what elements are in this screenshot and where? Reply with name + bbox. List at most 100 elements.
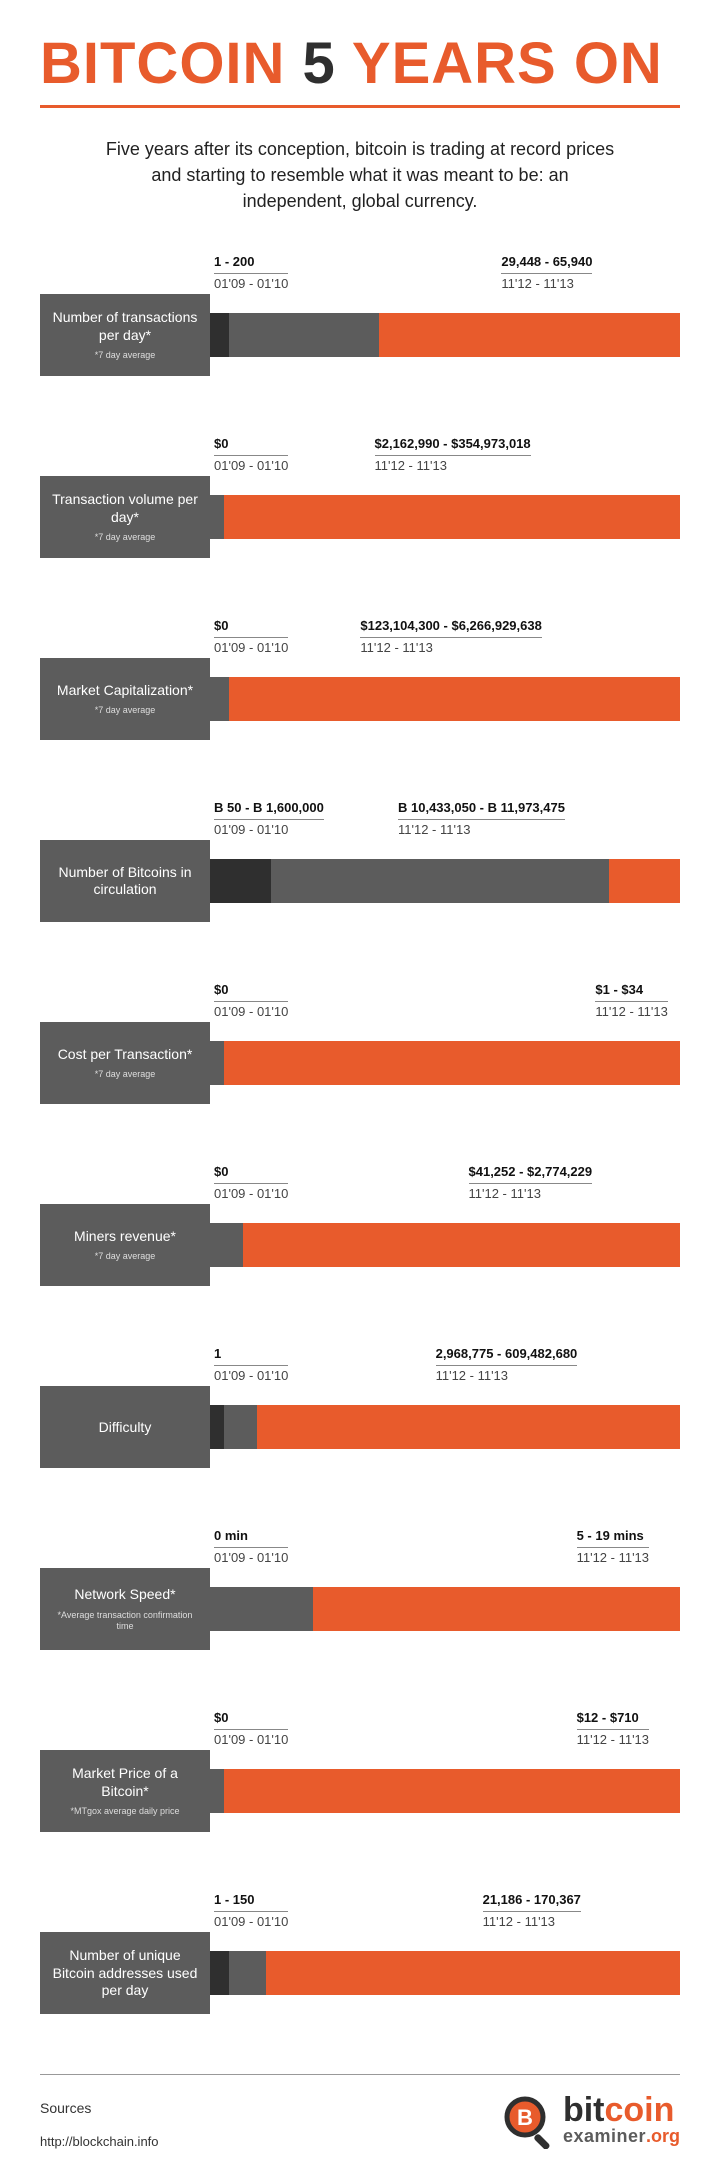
early-value: B 50 - B 1,600,000 [214, 800, 324, 817]
late-period: 11'12 - 11'13 [469, 1183, 593, 1203]
bar-segment [313, 1587, 680, 1631]
sources-heading: Sources [40, 2100, 159, 2116]
metric-label-text: Difficulty [99, 1419, 152, 1437]
metric-label: Cost per Transaction**7 day average [40, 1022, 210, 1104]
bar-segment [379, 313, 680, 357]
logo-sub: examiner [563, 2126, 646, 2146]
bar-segment [210, 677, 229, 721]
bar-segment [210, 1041, 224, 1085]
early-value: $0 [214, 982, 288, 999]
late-period: 11'12 - 11'13 [360, 637, 541, 657]
svg-text:B: B [517, 2105, 533, 2130]
footer-divider [40, 2074, 680, 2075]
bar-track [210, 1769, 680, 1813]
metric-label-text: Transaction volume per day* [48, 491, 202, 526]
early-period: 01'09 - 01'10 [214, 1001, 288, 1021]
value-labels: 1 - 15001'09 - 01'1021,186 - 170,36711'1… [210, 1892, 680, 1932]
late-value: $123,104,300 - $6,266,929,638 [360, 618, 541, 635]
metric-label-text: Network Speed* [74, 1586, 175, 1604]
bar-track [210, 495, 680, 539]
early-value: $0 [214, 618, 288, 635]
bar-row: Number of transactions per day**7 day av… [40, 294, 680, 376]
late-period: 11'12 - 11'13 [577, 1547, 649, 1567]
early-period: 01'09 - 01'10 [214, 1365, 288, 1385]
bar-track [210, 1223, 680, 1267]
metric-note: *7 day average [95, 705, 156, 716]
bar-segment [210, 313, 229, 357]
late-value-group: $41,252 - $2,774,22911'12 - 11'13 [469, 1164, 593, 1203]
late-period: 11'12 - 11'13 [436, 1365, 578, 1385]
metric-label-text: Market Capitalization* [57, 682, 193, 700]
logo-tld: .org [646, 2126, 680, 2146]
late-period: 11'12 - 11'13 [501, 273, 592, 293]
value-labels: 101'09 - 01'102,968,775 - 609,482,68011'… [210, 1346, 680, 1386]
late-value: $12 - $710 [577, 1710, 649, 1727]
bar-track [210, 313, 680, 357]
early-period: 01'09 - 01'10 [214, 273, 288, 293]
late-period: 11'12 - 11'13 [375, 455, 531, 475]
late-value-group: $12 - $71011'12 - 11'13 [577, 1710, 649, 1749]
early-period: 01'09 - 01'10 [214, 1911, 288, 1931]
bar-segment [210, 1951, 229, 1995]
late-value-group: $2,162,990 - $354,973,018 11'12 - 11'13 [375, 436, 531, 475]
logo: B bitcoin examiner.org [501, 2093, 680, 2149]
metrics-container: 1 - 20001'09 - 01'1029,448 - 65,94011'12… [40, 254, 680, 2014]
bar-segment [224, 1769, 680, 1813]
metric-label: Market Price of a Bitcoin**MTgox average… [40, 1750, 210, 1832]
value-labels: B 50 - B 1,600,00001'09 - 01'10 B 10,433,… [210, 800, 680, 840]
metric-row: $0 01'09 - 01'10 $1 - $34 11'12 - 11'13 Cost… [40, 982, 680, 1104]
metric-note: *Average transaction confirmation time [48, 1610, 202, 1633]
metric-note: *MTgox average daily price [70, 1806, 179, 1817]
early-value-group: $0 01'09 - 01'10 [214, 982, 288, 1021]
early-value: 1 - 200 [214, 254, 288, 271]
late-value: B 10,433,050 - B 11,973,475 [398, 800, 565, 817]
metric-label-text: Number of unique Bitcoin addresses used … [48, 1947, 202, 2000]
late-value: 21,186 - 170,367 [483, 1892, 581, 1909]
bar-segment [243, 1223, 680, 1267]
early-value-group: 1 01'09 - 01'10 [214, 1346, 288, 1385]
metric-note: *7 day average [95, 350, 156, 361]
early-value-group: 1 - 15001'09 - 01'10 [214, 1892, 288, 1931]
bar-track [210, 1405, 680, 1449]
bar-segment [271, 859, 609, 903]
metric-label: Market Capitalization* *7 day average [40, 658, 210, 740]
late-value-group: 5 - 19 mins11'12 - 11'13 [577, 1528, 649, 1567]
sources-url: http://blockchain.info [40, 2134, 159, 2149]
late-value: $1 - $34 [595, 982, 667, 999]
bar-row: Market Price of a Bitcoin**MTgox average… [40, 1750, 680, 1832]
bar-row: Market Capitalization* *7 day average [40, 658, 680, 740]
value-labels: $001'09 - 01'10$12 - $71011'12 - 11'13 [210, 1710, 680, 1750]
logo-post: coin [604, 2091, 674, 2129]
bar-row: Difficulty [40, 1386, 680, 1468]
bar-row: Miners revenue**7 day average [40, 1204, 680, 1286]
early-period: 01'09 - 01'10 [214, 1183, 288, 1203]
logo-text: bitcoin examiner.org [563, 2095, 680, 2147]
metric-note: *7 day average [95, 532, 156, 543]
metric-label: Transaction volume per day* *7 day averag… [40, 476, 210, 558]
early-value-group: $001'09 - 01'10 [214, 618, 288, 657]
value-labels: $0 01'09 - 01'10 $1 - $34 11'12 - 11'13 [210, 982, 680, 1022]
bar-segment [210, 1769, 224, 1813]
bar-segment [229, 677, 680, 721]
value-labels: $001'09 - 01'10 $123,104,300 - $6,266,929… [210, 618, 680, 658]
metric-row: 0 min01'09 - 01'10 5 - 19 mins11'12 - 11'… [40, 1528, 680, 1650]
early-period: 01'09 - 01'10 [214, 455, 288, 475]
early-value-group: B 50 - B 1,600,00001'09 - 01'10 [214, 800, 324, 839]
bar-segment [257, 1405, 680, 1449]
value-labels: $001'09 - 01'10$41,252 - $2,774,22911'12… [210, 1164, 680, 1204]
metric-row: $001'09 - 01'10 $123,104,300 - $6,266,929… [40, 618, 680, 740]
title-pre: BITCOIN [40, 31, 303, 96]
bar-segment [609, 859, 680, 903]
early-value: 0 min [214, 1528, 288, 1545]
late-period: 11'12 - 11'13 [595, 1001, 667, 1021]
early-value-group: $001'09 - 01'10 [214, 436, 288, 475]
metric-row: $001'09 - 01'10 $2,162,990 - $354,973,018… [40, 436, 680, 558]
bar-track [210, 859, 680, 903]
metric-label: Number of unique Bitcoin addresses used … [40, 1932, 210, 2014]
metric-label: Miners revenue**7 day average [40, 1204, 210, 1286]
early-value: 1 [214, 1346, 288, 1363]
page-title: BITCOIN 5 YEARS ON [40, 30, 680, 108]
late-value: $2,162,990 - $354,973,018 [375, 436, 531, 453]
bar-segment [210, 859, 271, 903]
early-value-group: 0 min01'09 - 01'10 [214, 1528, 288, 1567]
